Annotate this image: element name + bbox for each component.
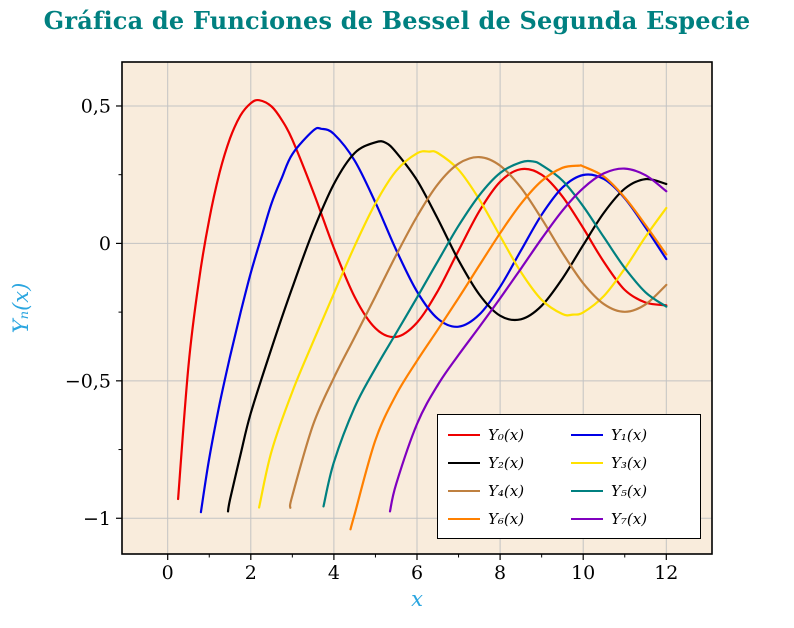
legend-entry: Y₆(x) [448, 508, 567, 529]
legend-entry: Y₅(x) [571, 480, 690, 501]
x-tick-label: 4 [328, 562, 340, 584]
legend-line-swatch [571, 489, 603, 492]
legend-entry: Y₁(x) [571, 424, 690, 445]
legend-entry: Y₃(x) [571, 452, 690, 473]
legend-entry: Y₀(x) [448, 424, 567, 445]
legend-label: Y₆(x) [488, 509, 525, 528]
x-tick-label: 12 [654, 562, 678, 584]
y-tick-label: −1 [83, 508, 111, 530]
legend-label: Y₁(x) [611, 425, 648, 444]
legend-line-swatch [571, 517, 603, 520]
series-group [177, 98, 668, 531]
legend-label: Y₃(x) [611, 453, 648, 472]
legend-line-swatch [571, 461, 603, 464]
series-curve-Y5 [322, 159, 668, 508]
x-tick-label: 2 [245, 562, 257, 584]
x-axis-label: x [411, 587, 423, 611]
x-tick-label: 8 [494, 562, 506, 584]
series-curve-Y0 [177, 98, 668, 501]
legend: Y₀(x) Y₁(x) Y₂(x) Y₃(x) Y₄(x) Y₅(x) Y₆(x) Y₇(x) [437, 414, 701, 539]
legend-label: Y₅(x) [611, 481, 648, 500]
legend-line-swatch [448, 489, 480, 492]
legend-entry: Y₇(x) [571, 508, 690, 529]
legend-label: Y₂(x) [488, 453, 525, 472]
y-tick-label: 0,5 [81, 95, 111, 117]
series-curve-Y4 [288, 155, 668, 509]
legend-entry: Y₄(x) [448, 480, 567, 501]
legend-label: Y₇(x) [611, 509, 648, 528]
x-tick-label: 6 [411, 562, 423, 584]
legend-line-swatch [448, 433, 480, 436]
legend-label: Y₄(x) [488, 481, 525, 500]
x-tick-label: 0 [162, 562, 174, 584]
legend-line-swatch [571, 433, 603, 436]
y-tick-label: 0 [99, 233, 111, 255]
series-curve-Y7 [388, 167, 668, 513]
chart-title: Gráfica de Funciones de Bessel de Segund… [43, 6, 751, 35]
y-axis-label: Yₙ(x) [9, 283, 33, 334]
series-curve-Y3 [258, 150, 668, 509]
legend-label: Y₀(x) [488, 425, 525, 444]
x-tick-label: 10 [571, 562, 595, 584]
series-curve-Y2 [226, 140, 668, 513]
legend-entry: Y₂(x) [448, 452, 567, 473]
y-tick-label: −0,5 [65, 370, 111, 392]
legend-line-swatch [448, 461, 480, 464]
series-curve-Y6 [349, 164, 668, 531]
legend-line-swatch [448, 517, 480, 520]
